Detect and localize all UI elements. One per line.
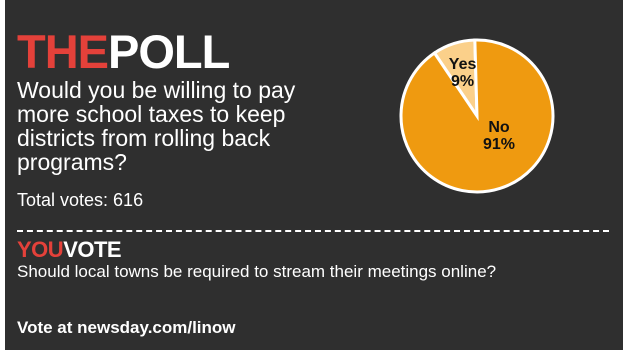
new-poll-question: Should local towns be required to stream… (17, 262, 497, 281)
pie-value-no: 91% (483, 136, 515, 153)
poll-title-poll: POLL (108, 25, 230, 78)
you-vote-title-vote: VOTE (63, 237, 122, 262)
section-divider (17, 230, 609, 232)
pie-slice-no (399, 38, 555, 194)
poll-title-the: THE (17, 25, 109, 78)
total-votes: Total votes: 616 (17, 190, 144, 210)
you-vote-title: YOUVOTE (17, 237, 122, 262)
pie-label-yes: Yes (449, 56, 477, 73)
vote-link[interactable]: Vote at newsday.com/linow (17, 318, 236, 337)
pie-label-no: No (488, 119, 510, 136)
you-vote-title-you: YOU (17, 237, 64, 262)
poll-question: Would you be willing to pay more school … (17, 77, 296, 175)
pie-value-yes: 9% (451, 73, 474, 90)
poll-title: THEPOLL (17, 25, 230, 78)
